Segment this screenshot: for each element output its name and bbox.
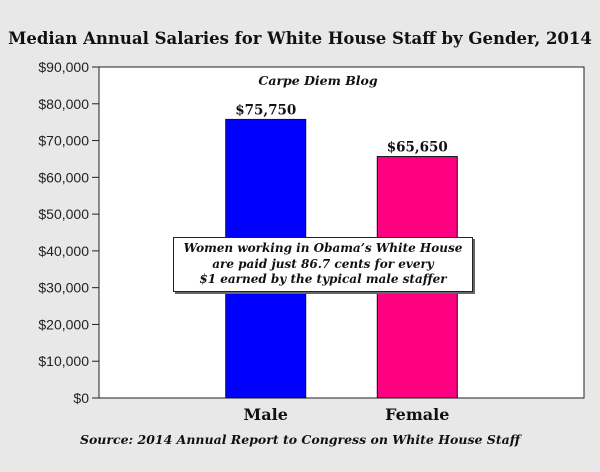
value-label-female: $65,650 xyxy=(387,140,448,156)
annotation-line-3: $1 earned by the typical male staffer xyxy=(199,272,447,286)
y-axis: $0 $10,000 $20,000 $30,000 $40,000 $50,000 $60… xyxy=(38,59,99,406)
y-tick-label: $10,000 xyxy=(38,353,89,369)
category-label-male: Male xyxy=(244,405,288,424)
annotation-line-1: Women working in Obama’s White House xyxy=(183,241,463,255)
y-tick-label: $20,000 xyxy=(38,316,89,332)
plot-area xyxy=(98,66,585,399)
annotation-line-2: are paid just 86.7 cents for every xyxy=(212,256,434,271)
source-note: Source: 2014 Annual Report to Congress o… xyxy=(79,432,521,447)
value-label-male: $75,750 xyxy=(235,102,296,118)
category-label-female: Female xyxy=(385,405,449,424)
x-axis: Male Female xyxy=(244,405,450,424)
y-tick-label: $0 xyxy=(73,390,89,406)
y-tick-label: $90,000 xyxy=(38,59,89,75)
value-labels: $75,750 $65,650 xyxy=(235,102,448,155)
y-tick-label: $40,000 xyxy=(38,243,89,259)
watermark-label: Carpe Diem Blog xyxy=(258,73,377,88)
chart-title: Median Annual Salaries for White House S… xyxy=(8,29,592,48)
annotation-box: Women working in Obama’s White House are… xyxy=(173,237,473,292)
y-tick-label: $70,000 xyxy=(38,133,89,149)
y-tick-label: $30,000 xyxy=(38,280,89,296)
y-tick-label: $60,000 xyxy=(38,169,89,185)
y-tick-label: $80,000 xyxy=(38,96,89,112)
y-tick-label: $50,000 xyxy=(38,206,89,222)
